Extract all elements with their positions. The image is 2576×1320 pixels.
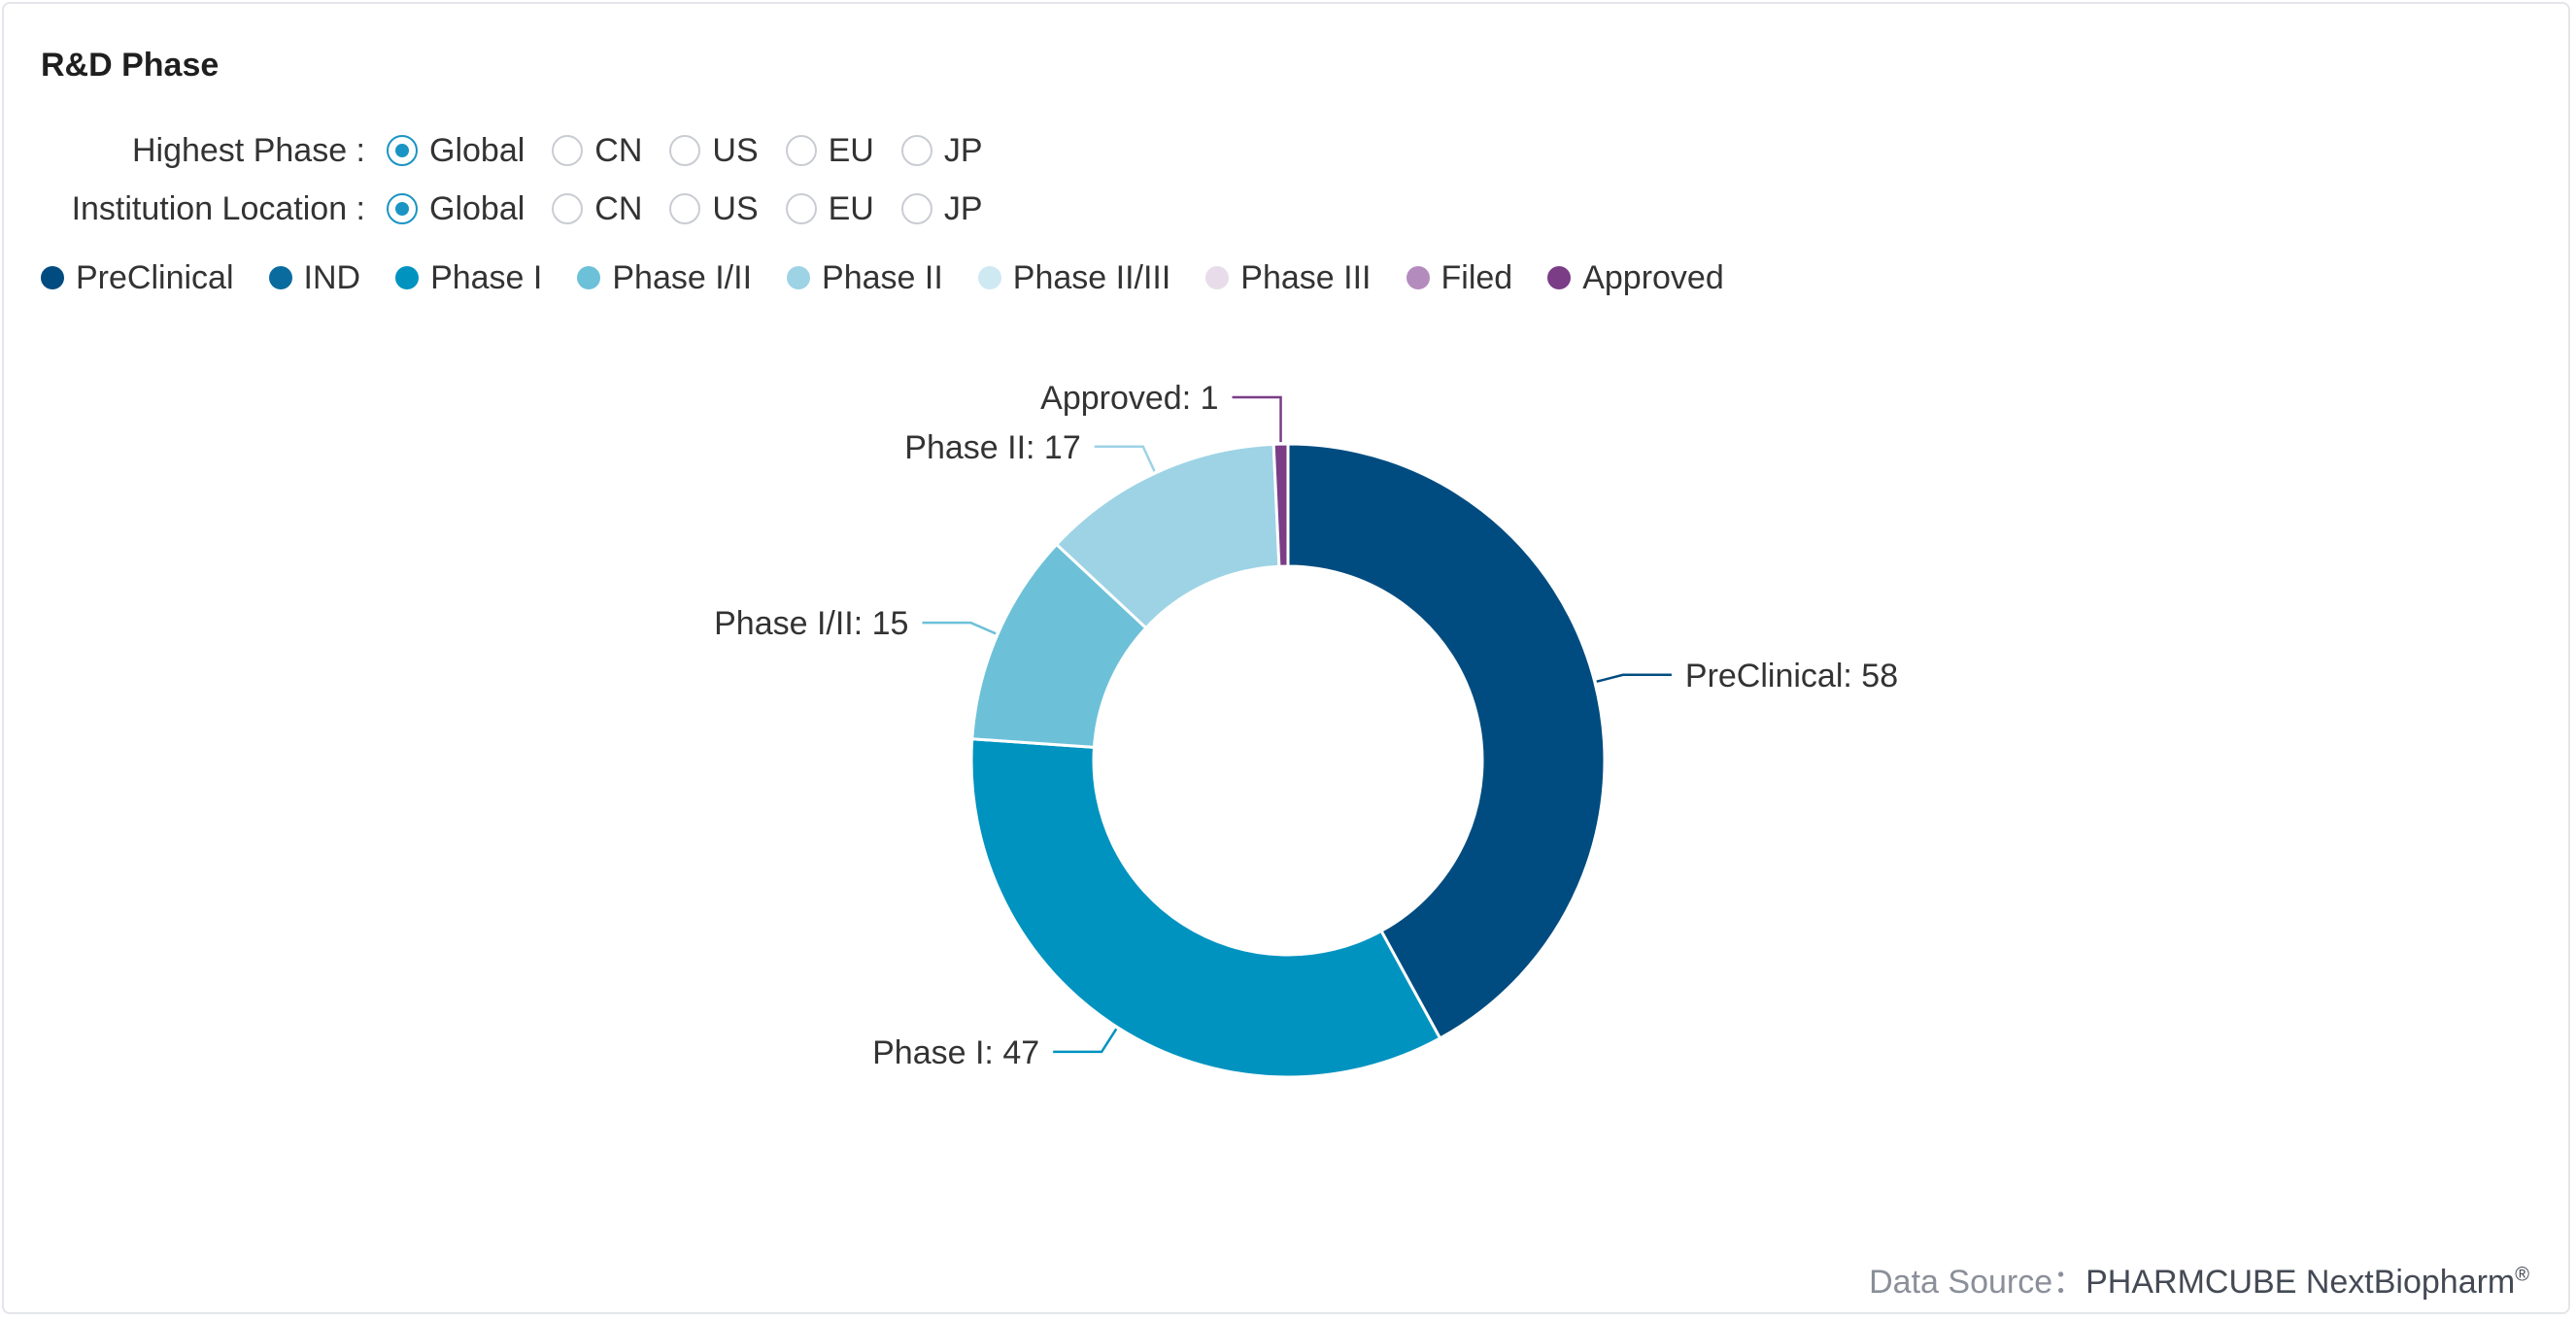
card-title: R&D Phase: [41, 47, 220, 84]
radio-label: JP: [943, 131, 983, 169]
radio-cn[interactable]: CN: [552, 132, 642, 170]
legend-dot-icon: [577, 266, 601, 289]
radio-label: Global: [429, 131, 525, 169]
radio-label: Global: [429, 189, 525, 227]
slice-approved[interactable]: [1271, 442, 1290, 568]
filter-row-highest-phase: Highest Phase : Global CN US EU JP: [4, 126, 1010, 175]
legend-dot-icon: [1406, 266, 1430, 289]
data-label: Phase II: 17: [904, 429, 1080, 466]
legend-label: IND: [303, 258, 361, 296]
radio-eu[interactable]: EU: [785, 131, 874, 170]
legend-item-approved[interactable]: Approved: [1547, 259, 1724, 297]
radio-label: EU: [828, 131, 874, 169]
radio-label: JP: [943, 189, 983, 227]
radio-us[interactable]: US: [669, 131, 759, 170]
radio-unchecked-icon[interactable]: [900, 193, 932, 224]
radio-jp[interactable]: JP: [900, 189, 983, 228]
legend-item-preclinical[interactable]: PreClinical: [41, 259, 234, 297]
leader-line: [1053, 1028, 1118, 1054]
legend-item-phase-ii[interactable]: Phase II: [787, 259, 943, 297]
radio-unchecked-icon[interactable]: [552, 135, 584, 166]
data-source-prefix: Data Source：: [1869, 1264, 2086, 1301]
radio-unchecked-icon[interactable]: [785, 135, 817, 166]
radio-label: US: [712, 131, 759, 169]
legend-item-ind[interactable]: IND: [268, 258, 361, 297]
radio-label: CN: [594, 189, 643, 227]
slice-phase-i[interactable]: [969, 737, 1442, 1079]
legend-item-phase-ii-iii[interactable]: Phase II/III: [977, 258, 1171, 297]
filter-label: Institution Location :: [71, 189, 365, 227]
legend-dot-icon: [395, 266, 420, 289]
legend-dot-icon: [41, 266, 64, 289]
legend-label: Filed: [1441, 258, 1513, 296]
legend-label: PreClinical: [76, 258, 234, 296]
legend-dot-icon: [977, 266, 1001, 289]
leader-line: [1232, 395, 1282, 443]
radio-cn[interactable]: CN: [552, 190, 642, 228]
leader-line: [922, 621, 997, 635]
legend-label: Phase II: [822, 258, 943, 296]
legend-dot-icon: [1205, 266, 1230, 289]
data-label: Approved: 1: [1040, 380, 1218, 417]
legend-label: Phase III: [1240, 258, 1372, 296]
radio-global[interactable]: Global: [387, 190, 525, 228]
data-source-brand: PHARMCUBE NextBiopharm: [2085, 1264, 2516, 1301]
radio-global[interactable]: Global: [387, 132, 525, 170]
radio-label: US: [712, 189, 759, 227]
legend-label: Phase II/III: [1012, 258, 1171, 296]
registered-mark: ®: [2515, 1264, 2529, 1286]
radio-unchecked-icon[interactable]: [669, 193, 701, 224]
legend-dot-icon: [268, 266, 292, 289]
radio-jp[interactable]: JP: [900, 131, 983, 170]
legend-dot-icon: [1547, 266, 1572, 289]
data-label: PreClinical: 58: [1685, 658, 1898, 694]
legend-dot-icon: [787, 266, 811, 289]
radio-checked-icon[interactable]: [387, 135, 418, 166]
legend-label: Phase I/II: [612, 258, 753, 296]
legend-item-phase-i[interactable]: Phase I: [395, 259, 542, 297]
radio-us[interactable]: US: [669, 189, 759, 228]
legend-label: Phase I: [430, 258, 543, 296]
radio-label: EU: [828, 189, 874, 227]
radio-label: CN: [594, 131, 643, 169]
radio-unchecked-icon[interactable]: [785, 193, 817, 224]
filter-row-institution-location: Institution Location : Global CN US EU JP: [4, 185, 1010, 233]
legend-item-phase-i-ii[interactable]: Phase I/II: [577, 259, 752, 297]
legend-label: Approved: [1582, 258, 1724, 296]
leader-line: [1596, 673, 1672, 683]
data-label: Phase I/II: 15: [714, 605, 908, 642]
donut-chart: PreClinical: 58 Phase I: 47 Phase I/II: 15…: [714, 380, 1898, 1079]
leader-line: [1094, 445, 1156, 472]
radio-eu[interactable]: EU: [785, 189, 874, 228]
legend-item-filed[interactable]: Filed: [1406, 258, 1513, 297]
legend-item-phase-iii[interactable]: Phase III: [1205, 258, 1372, 297]
radio-unchecked-icon[interactable]: [900, 135, 932, 166]
filter-label: Highest Phase :: [131, 131, 365, 169]
chart-legend: PreClinical IND Phase I Phase I/II Phase II P…: [41, 254, 1759, 301]
slice-preclinical[interactable]: [1286, 442, 1607, 1040]
data-source: Data Source：PHARMCUBE NextBiopharm®: [1869, 1255, 2529, 1303]
radio-unchecked-icon[interactable]: [552, 193, 584, 224]
radio-checked-icon[interactable]: [387, 193, 418, 224]
radio-unchecked-icon[interactable]: [669, 135, 701, 166]
data-label: Phase I: 47: [872, 1034, 1039, 1071]
